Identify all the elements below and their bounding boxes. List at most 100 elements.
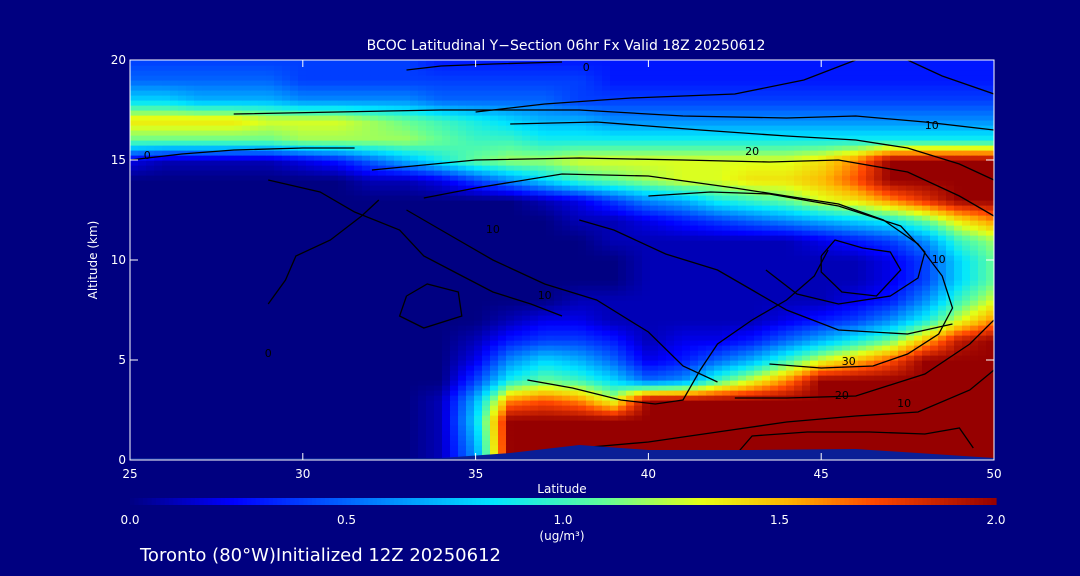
heatmap-cell: [778, 370, 787, 376]
heatmap-cell: [314, 255, 323, 261]
heatmap-cell: [346, 245, 355, 251]
heatmap-cell: [202, 275, 211, 281]
heatmap-cell: [762, 290, 771, 296]
heatmap-cell: [706, 435, 715, 441]
heatmap-cell: [634, 345, 643, 351]
heatmap-cell: [482, 365, 491, 371]
heatmap-cell: [826, 385, 835, 391]
heatmap-cell: [418, 230, 427, 236]
heatmap-cell: [970, 280, 979, 286]
heatmap-cell: [442, 325, 451, 331]
heatmap-cell: [802, 355, 811, 361]
heatmap-cell: [346, 230, 355, 236]
heatmap-cell: [242, 305, 251, 311]
heatmap-cell: [458, 370, 467, 376]
heatmap-cell: [154, 275, 163, 281]
heatmap-cell: [866, 360, 875, 366]
heatmap-cell: [234, 385, 243, 391]
heatmap-cell: [690, 365, 699, 371]
heatmap-cell: [250, 365, 259, 371]
heatmap-cell: [274, 285, 283, 291]
heatmap-cell: [490, 415, 499, 421]
heatmap-cell: [218, 305, 227, 311]
heatmap-cell: [938, 245, 947, 251]
heatmap-cell: [234, 360, 243, 366]
heatmap-cell: [562, 430, 571, 436]
heatmap-cell: [722, 315, 731, 321]
heatmap-cell: [474, 415, 483, 421]
heatmap-cell: [850, 230, 859, 236]
heatmap-cell: [298, 420, 307, 426]
heatmap-cell: [866, 275, 875, 281]
heatmap-cell: [898, 325, 907, 331]
heatmap-cell: [346, 295, 355, 301]
heatmap-cell: [234, 355, 243, 361]
heatmap-cell: [738, 400, 747, 406]
heatmap-cell: [202, 440, 211, 446]
heatmap-cell: [802, 305, 811, 311]
heatmap-cell: [242, 275, 251, 281]
heatmap-cell: [322, 250, 331, 256]
heatmap-cell: [410, 235, 419, 241]
heatmap-cell: [698, 425, 707, 431]
heatmap-cell: [698, 380, 707, 386]
heatmap-cell: [450, 335, 459, 341]
heatmap-cell: [338, 400, 347, 406]
heatmap-cell: [650, 425, 659, 431]
heatmap-cell: [210, 255, 219, 261]
heatmap-cell: [530, 280, 539, 286]
heatmap-cell: [914, 440, 923, 446]
heatmap-cell: [594, 410, 603, 416]
heatmap-cell: [658, 390, 667, 396]
heatmap-cell: [850, 405, 859, 411]
heatmap-cell: [882, 275, 891, 281]
heatmap-cell: [642, 385, 651, 391]
heatmap-cell: [178, 380, 187, 386]
heatmap-cell: [314, 280, 323, 286]
heatmap-cell: [618, 385, 627, 391]
heatmap-cell: [866, 265, 875, 271]
heatmap-cell: [874, 400, 883, 406]
heatmap-cell: [714, 285, 723, 291]
heatmap-cell: [378, 340, 387, 346]
heatmap-cell: [514, 270, 523, 276]
heatmap-cell: [818, 345, 827, 351]
heatmap-cell: [978, 340, 987, 346]
heatmap-cell: [242, 375, 251, 381]
heatmap-cell: [274, 300, 283, 306]
heatmap-cell: [906, 295, 915, 301]
heatmap-cell: [506, 345, 515, 351]
heatmap-cell: [218, 240, 227, 246]
heatmap-cell: [202, 310, 211, 316]
heatmap-cell: [450, 280, 459, 286]
heatmap-cell: [482, 310, 491, 316]
heatmap-cell: [714, 385, 723, 391]
heatmap-cell: [218, 430, 227, 436]
heatmap-cell: [522, 355, 531, 361]
heatmap-cell: [866, 290, 875, 296]
heatmap-cell: [370, 235, 379, 241]
heatmap-cell: [178, 340, 187, 346]
heatmap-cell: [874, 230, 883, 236]
heatmap-cell: [314, 445, 323, 451]
heatmap-cell: [386, 300, 395, 306]
heatmap-cell: [682, 290, 691, 296]
heatmap-cell: [866, 240, 875, 246]
heatmap-cell: [922, 260, 931, 266]
heatmap-cell: [722, 325, 731, 331]
heatmap-cell: [242, 360, 251, 366]
heatmap-cell: [730, 380, 739, 386]
heatmap-cell: [738, 305, 747, 311]
heatmap-cell: [938, 370, 947, 376]
heatmap-cell: [818, 410, 827, 416]
heatmap-cell: [898, 240, 907, 246]
heatmap-cell: [610, 380, 619, 386]
heatmap-cell: [282, 245, 291, 251]
heatmap-cell: [722, 425, 731, 431]
heatmap-cell: [290, 370, 299, 376]
heatmap-cell: [362, 260, 371, 266]
heatmap-cell: [650, 395, 659, 401]
heatmap-cell: [938, 285, 947, 291]
heatmap-cell: [458, 380, 467, 386]
heatmap-cell: [682, 435, 691, 441]
